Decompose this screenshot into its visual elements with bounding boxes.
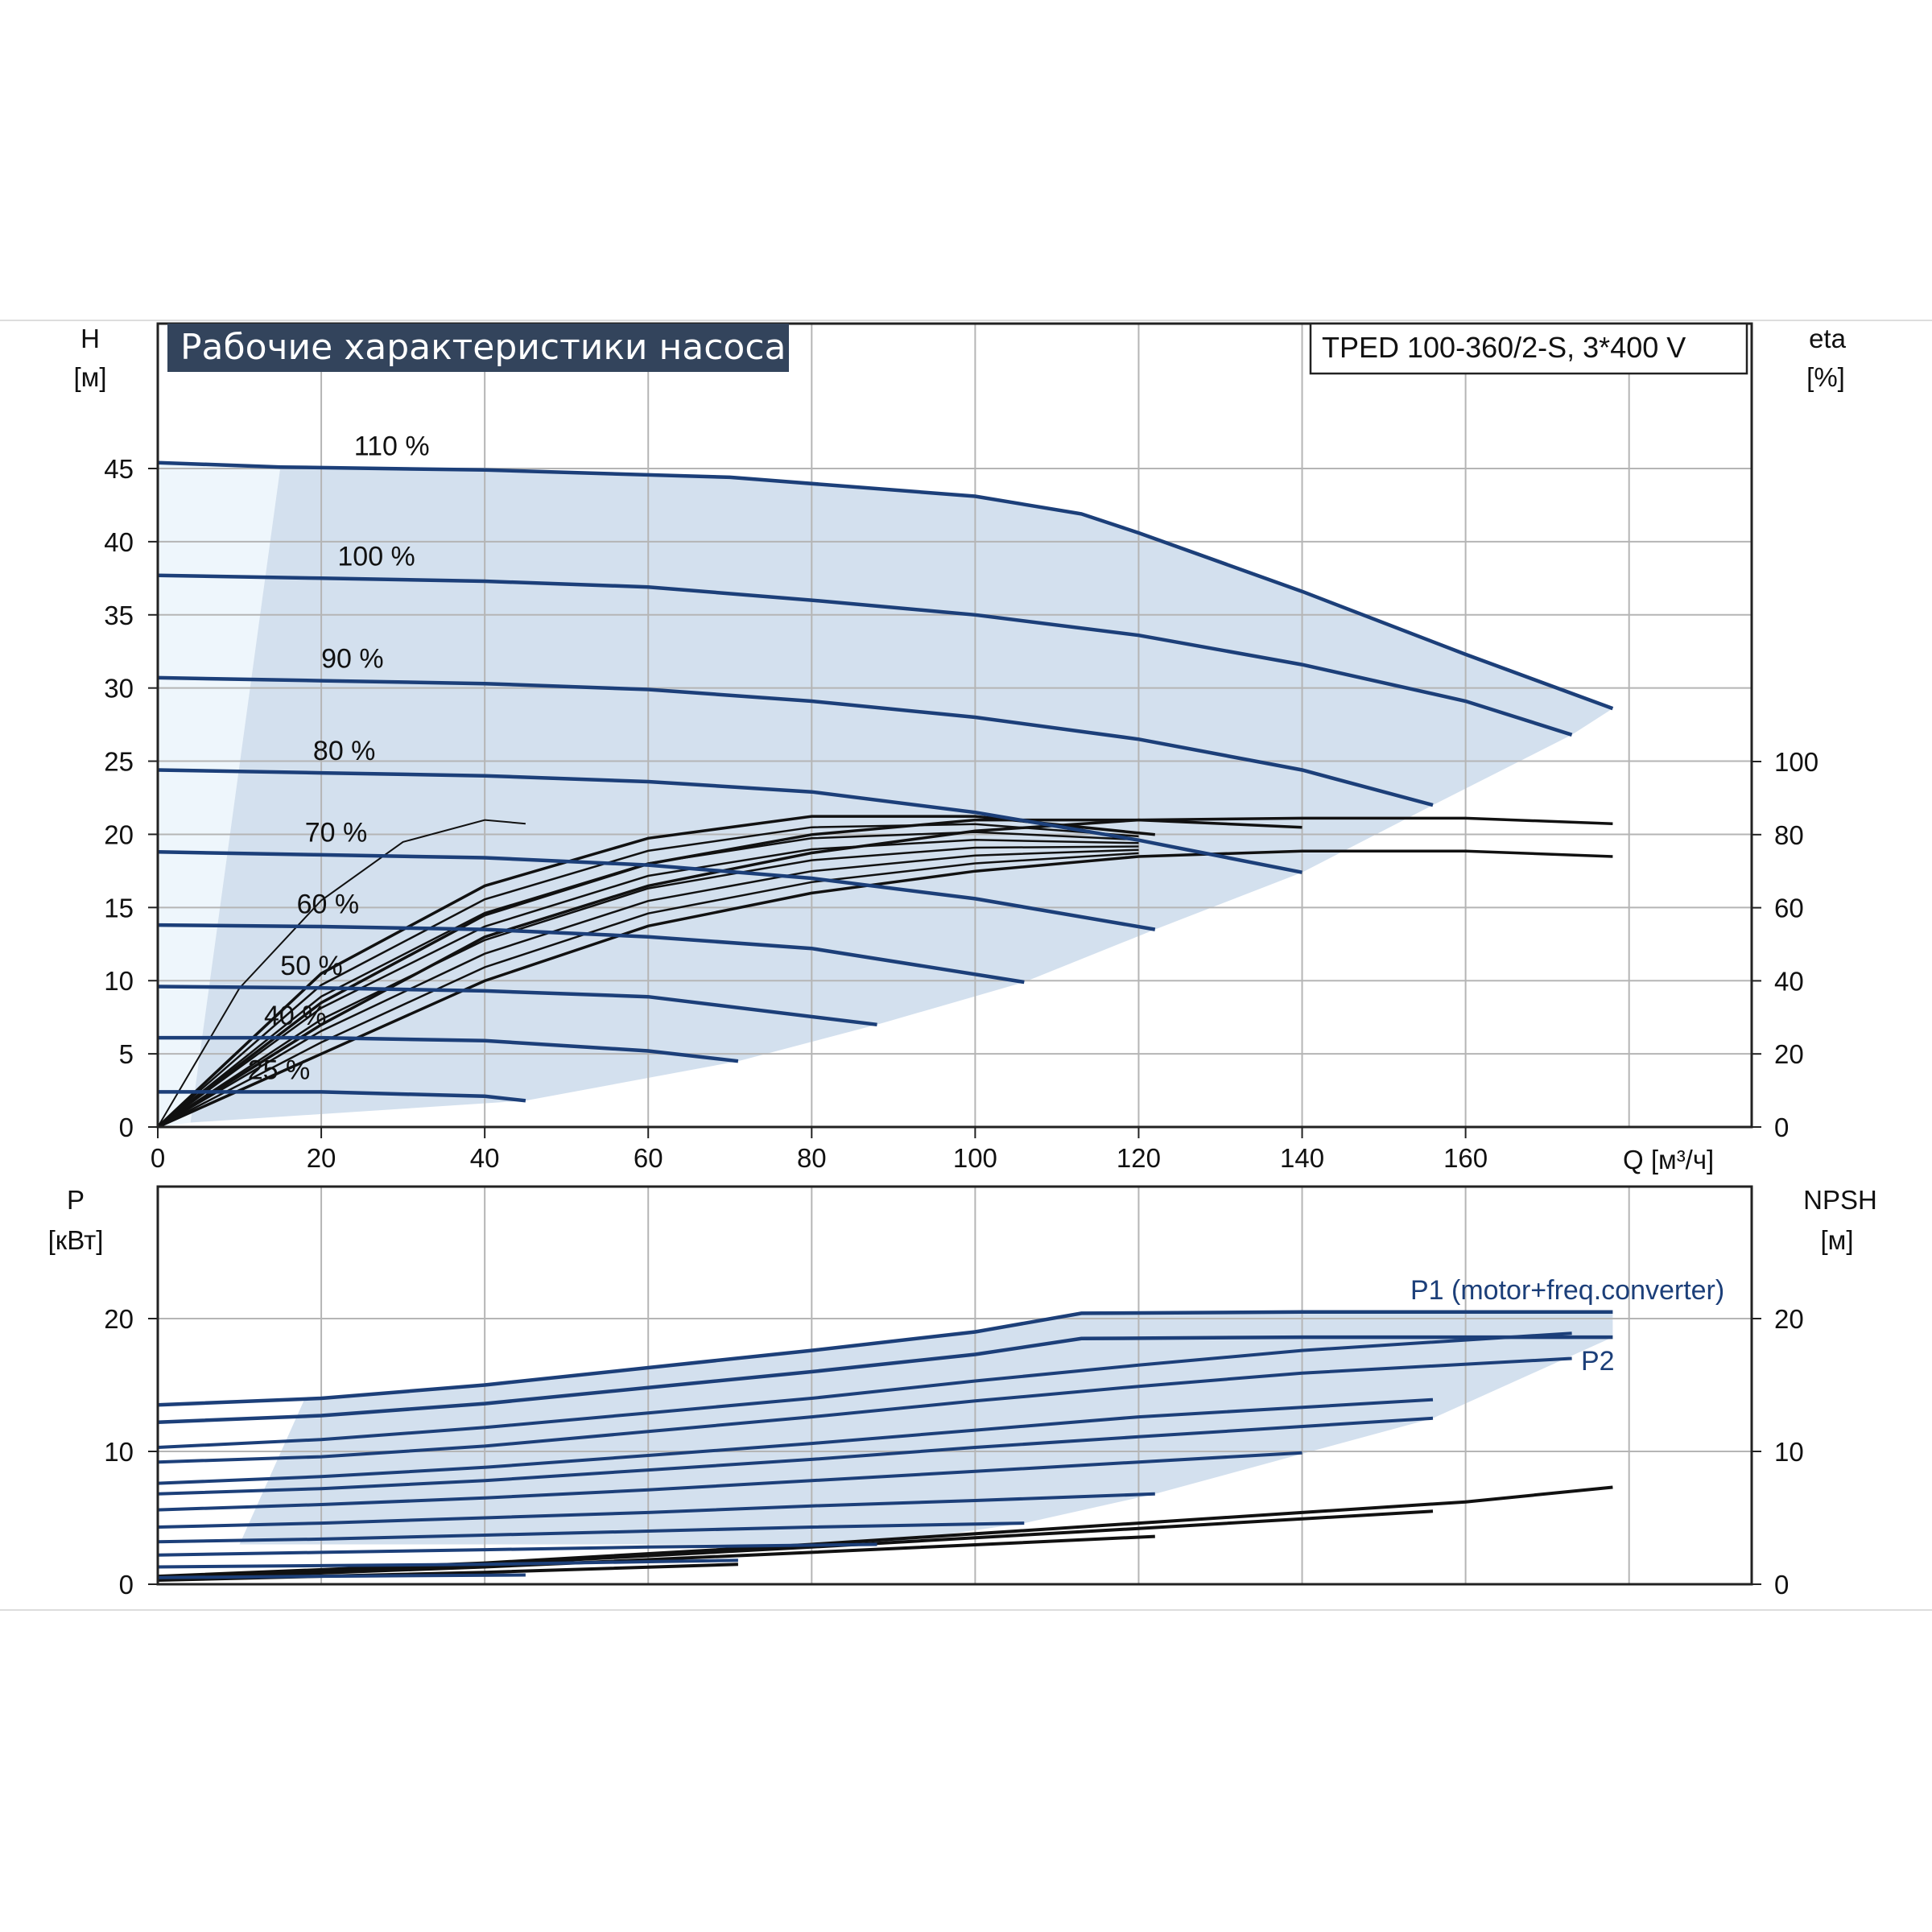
y-tick-label: 20 bbox=[104, 819, 134, 849]
x-tick-label: 60 bbox=[634, 1143, 663, 1173]
curve-label: 90 % bbox=[321, 644, 384, 675]
efficiency-curve bbox=[157, 848, 1139, 1129]
efficiency-curve bbox=[157, 849, 1613, 1129]
efficiency-curve bbox=[157, 845, 1139, 1129]
chart-title: Рабочие характеристики насоса bbox=[180, 327, 786, 368]
head-curve-labels: 110 % 100 % 90 % 80 % 70 % 60 % 50 % 40 % 25 % bbox=[248, 431, 430, 1085]
npsh-curve bbox=[157, 1534, 1155, 1581]
power-curve bbox=[157, 1521, 1025, 1544]
x-tick-label: 120 bbox=[1117, 1143, 1161, 1173]
power-tick-label: 0 bbox=[119, 1570, 134, 1600]
y2-tick-label: 60 bbox=[1774, 894, 1804, 923]
head-axis-label: H bbox=[80, 324, 100, 353]
power-curve bbox=[157, 1492, 1155, 1529]
head-curve bbox=[157, 675, 1434, 807]
npsh-axis-label: NPSH bbox=[1803, 1185, 1877, 1215]
y-tick-label: 5 bbox=[119, 1039, 134, 1069]
npsh-curve bbox=[157, 1509, 1434, 1579]
model-box bbox=[1309, 322, 1748, 375]
head-tick-labels: 0 20 40 60 80 100 120 140 160 0 5 10 15 20 25 30 35 40 45 0… bbox=[104, 454, 1818, 1173]
npsh-tick-label: 0 bbox=[1774, 1570, 1789, 1600]
power-curve bbox=[157, 1335, 1613, 1424]
low-flow-region bbox=[158, 462, 281, 1127]
x-tick-label: 20 bbox=[307, 1143, 336, 1173]
power-operating-region bbox=[239, 1311, 1613, 1545]
power-curve bbox=[157, 1310, 1613, 1407]
head-curve bbox=[158, 1035, 739, 1063]
y-tick-label: 30 bbox=[104, 674, 134, 704]
p2-series-label: P2 bbox=[1581, 1346, 1615, 1377]
curve-label: 50 % bbox=[280, 951, 343, 981]
curve-label: 100 % bbox=[337, 542, 415, 572]
model-label: TPED 100-360/2-S, 3*400 V bbox=[1322, 331, 1686, 364]
head-axis-unit: [м] bbox=[73, 362, 106, 392]
efficiency-curve bbox=[157, 823, 1139, 1128]
y-tick-label: 40 bbox=[104, 527, 134, 557]
power-curve bbox=[157, 1451, 1302, 1512]
x-tick-label: 80 bbox=[797, 1143, 827, 1173]
head-curve bbox=[157, 985, 877, 1027]
x-tick-label: 160 bbox=[1443, 1143, 1488, 1173]
curve-label: 80 % bbox=[313, 736, 376, 766]
y-tick-label: 0 bbox=[119, 1113, 134, 1142]
x-tick-label: 40 bbox=[470, 1143, 500, 1173]
npsh-tick-label: 20 bbox=[1774, 1304, 1804, 1334]
y2-tick-label: 20 bbox=[1774, 1039, 1804, 1069]
power-curve bbox=[157, 1558, 738, 1569]
power-curve bbox=[157, 1416, 1434, 1496]
efficiency-curve bbox=[156, 815, 1155, 1129]
y-tick-label: 15 bbox=[104, 893, 134, 923]
y-tick-label: 45 bbox=[104, 454, 134, 484]
power-tick-label: 10 bbox=[104, 1437, 134, 1467]
head-curve bbox=[157, 923, 1025, 985]
y-tick-label: 25 bbox=[104, 747, 134, 777]
power-tick-label: 20 bbox=[104, 1304, 134, 1334]
npsh-axis-unit: [м] bbox=[1820, 1225, 1853, 1255]
efficiency-curve bbox=[157, 852, 1139, 1129]
curve-label: 60 % bbox=[297, 890, 360, 920]
efficiency-axis-unit: [%] bbox=[1806, 362, 1845, 392]
title-background bbox=[167, 324, 789, 372]
y2-tick-label: 100 bbox=[1774, 747, 1818, 777]
head-operating-region bbox=[158, 462, 1613, 1127]
head-curve bbox=[157, 768, 1302, 874]
efficiency-axis-label: eta bbox=[1809, 324, 1847, 353]
power-curve bbox=[157, 1356, 1572, 1464]
curve-label: 25 % bbox=[248, 1055, 311, 1085]
head-curve bbox=[158, 1090, 526, 1103]
p1-series-label: P1 (motor+freq.converter) bbox=[1410, 1275, 1724, 1306]
head-curve bbox=[157, 460, 1614, 711]
head-curve bbox=[157, 850, 1156, 931]
x-tick-label: 100 bbox=[953, 1143, 997, 1173]
power-axis-unit: [кВт] bbox=[48, 1225, 104, 1255]
curve-label: 40 % bbox=[264, 1001, 327, 1031]
power-region bbox=[239, 1311, 1613, 1545]
npsh-tick-label: 10 bbox=[1774, 1437, 1804, 1467]
power-curve bbox=[157, 1331, 1572, 1449]
head-plot-frame bbox=[156, 322, 1753, 1129]
y-tick-label: 10 bbox=[104, 966, 134, 996]
x-tick-label: 0 bbox=[151, 1143, 165, 1173]
power-curve bbox=[157, 1573, 526, 1579]
efficiency-curve bbox=[157, 819, 526, 1128]
head-curves bbox=[157, 460, 1614, 1103]
power-plot-frame bbox=[156, 1185, 1753, 1586]
curve-label: 70 % bbox=[305, 818, 368, 848]
x-tick-label: 140 bbox=[1280, 1143, 1324, 1173]
y2-tick-label: 40 bbox=[1774, 966, 1804, 996]
flow-axis-label: Q [м³/ч] bbox=[1623, 1145, 1714, 1174]
power-tick-labels: 0 10 20 0 10 20 bbox=[104, 1304, 1803, 1600]
power-curve bbox=[157, 1397, 1434, 1485]
power-curves bbox=[157, 1310, 1613, 1579]
power-axis-label: P bbox=[67, 1185, 85, 1215]
curve-label: 110 % bbox=[354, 431, 430, 461]
head-curve bbox=[157, 573, 1573, 737]
efficiency-curve bbox=[157, 839, 1139, 1129]
power-curve bbox=[157, 1542, 877, 1557]
y2-tick-label: 0 bbox=[1774, 1113, 1789, 1142]
y-tick-label: 35 bbox=[104, 601, 134, 630]
operating-region bbox=[190, 467, 1613, 1123]
y2-tick-label: 80 bbox=[1774, 820, 1804, 850]
